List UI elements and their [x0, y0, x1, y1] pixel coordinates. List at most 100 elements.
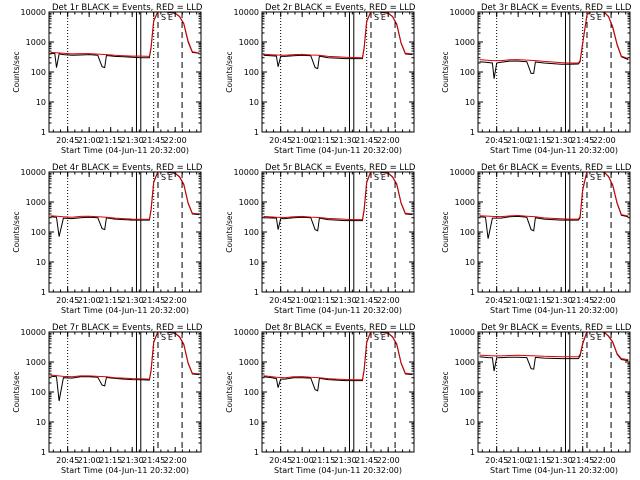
x-tick-label: 21:30: [550, 296, 573, 305]
y-axis-label: Counts/sec: [225, 51, 234, 92]
y-tick-label: 1000: [455, 38, 475, 47]
x-tick-label: 21:30: [550, 136, 573, 145]
marker-label-S: S: [161, 173, 166, 182]
x-tick-label: 21:00: [78, 456, 101, 465]
x-tick-label: 21:00: [507, 456, 530, 465]
series-group: [263, 332, 413, 392]
x-tick-label: 20:45: [269, 296, 292, 305]
marker-label-S: S: [590, 173, 595, 182]
marker-label-E: E: [597, 13, 602, 22]
x-tick-label: 20:45: [56, 296, 79, 305]
series-line-lld: [263, 12, 413, 59]
y-tick-label: 1: [470, 128, 475, 137]
x-tick-label: 21:45: [355, 456, 378, 465]
x-tick-label: 21:30: [121, 136, 144, 145]
y-tick-label: 1: [470, 448, 475, 457]
series-group: [479, 332, 629, 372]
series-line-events: [50, 172, 200, 237]
x-tick-label: 21:15: [99, 136, 122, 145]
chart-title: Det 1r BLACK = Events, RED = LLD: [52, 3, 203, 13]
plot-frame: [261, 171, 415, 293]
x-tick-label: 22:00: [164, 136, 187, 145]
series-line-lld: [50, 12, 200, 57]
reference-lines: [67, 12, 183, 132]
x-tick-label: 22:00: [377, 296, 400, 305]
x-tick-label: 21:45: [571, 296, 594, 305]
y-axis-label: Counts/sec: [225, 211, 234, 252]
x-tick-label: 21:30: [121, 456, 144, 465]
y-tick-label: 1: [254, 128, 259, 137]
y-tick-label: 10: [249, 418, 259, 427]
x-tick-label: 21:30: [121, 296, 144, 305]
x-axis-label: Start Time (04-Jun-11 20:32:00): [61, 146, 189, 155]
x-tick-label: 20:45: [56, 136, 79, 145]
marker-label-E: E: [168, 333, 173, 342]
x-tick-label: 21:15: [312, 456, 335, 465]
series-line-lld: [50, 172, 200, 220]
x-axis-label: Start Time (04-Jun-11 20:32:00): [490, 306, 618, 315]
chart-title: Det 8r BLACK = Events, RED = LLD: [265, 323, 416, 333]
reference-lines: [280, 172, 396, 292]
plot-frame: [477, 171, 631, 293]
marker-label-E: E: [381, 333, 386, 342]
chart-title: Det 4r BLACK = Events, RED = LLD: [52, 163, 203, 173]
x-tick-label: 21:30: [550, 456, 573, 465]
reference-lines: [280, 12, 396, 132]
plot-frame: [261, 11, 415, 133]
x-tick-label: 21:45: [355, 136, 378, 145]
marker-label-S: S: [590, 13, 595, 22]
x-tick-label: 20:45: [269, 456, 292, 465]
reference-lines: [496, 172, 612, 292]
reference-lines: [280, 332, 396, 452]
y-tick-label: 10000: [234, 8, 259, 17]
x-tick-label: 21:15: [312, 296, 335, 305]
x-axis-label: Start Time (04-Jun-11 20:32:00): [61, 306, 189, 315]
marker-label-E: E: [168, 13, 173, 22]
x-axis-label: Start Time (04-Jun-11 20:32:00): [490, 146, 618, 155]
x-tick-label: 22:00: [377, 456, 400, 465]
series-line-lld: [263, 332, 413, 381]
y-tick-label: 1000: [26, 358, 46, 367]
y-axis-label: Counts/sec: [12, 51, 21, 92]
x-tick-label: 21:15: [528, 296, 551, 305]
x-tick-label: 22:00: [164, 296, 187, 305]
x-tick-label: 20:45: [56, 456, 79, 465]
y-tick-label: 1: [254, 448, 259, 457]
series-line-events: [263, 12, 413, 70]
x-tick-label: 22:00: [593, 296, 616, 305]
marker-label-S: S: [374, 173, 379, 182]
x-tick-label: 21:15: [528, 136, 551, 145]
x-tick-label: 20:45: [485, 136, 508, 145]
y-tick-label: 10: [36, 418, 46, 427]
reference-lines: [67, 172, 183, 292]
series-group: [479, 12, 629, 79]
y-tick-label: 1000: [239, 358, 259, 367]
y-tick-label: 1000: [455, 198, 475, 207]
x-axis-label: Start Time (04-Jun-11 20:32:00): [274, 306, 402, 315]
x-tick-label: 21:00: [507, 136, 530, 145]
series-group: [263, 12, 413, 70]
y-tick-label: 10000: [450, 8, 475, 17]
marker-label-S: S: [161, 13, 166, 22]
marker-label-E: E: [597, 173, 602, 182]
y-tick-label: 100: [31, 388, 46, 397]
plot-frame: [477, 11, 631, 133]
y-axis-label: Counts/sec: [12, 371, 21, 412]
y-tick-label: 1: [41, 128, 46, 137]
y-tick-label: 10: [465, 258, 475, 267]
x-axis-label: Start Time (04-Jun-11 20:32:00): [490, 466, 618, 475]
series-group: [50, 12, 200, 69]
y-axis-label: Counts/sec: [441, 371, 450, 412]
chart-title: Det 3r BLACK = Events, RED = LLD: [481, 3, 632, 13]
plot-frame: [48, 331, 202, 453]
x-tick-label: 21:15: [99, 296, 122, 305]
y-tick-label: 10000: [450, 168, 475, 177]
series-group: [479, 172, 629, 239]
x-axis-label: Start Time (04-Jun-11 20:32:00): [61, 466, 189, 475]
series-line-lld: [479, 12, 629, 64]
